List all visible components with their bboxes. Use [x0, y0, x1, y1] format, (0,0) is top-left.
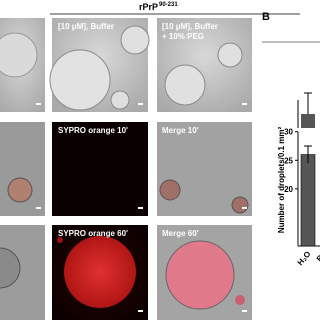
y-tick-label: 30	[284, 128, 293, 137]
y-axis-label: Number of droplets/0.1 mm²	[277, 127, 286, 234]
panel-caption: [10 μM], Buffer	[58, 22, 114, 31]
x-tick-label: H₂O	[296, 250, 313, 268]
panel-caption: SYPRO orange 60'	[58, 229, 128, 238]
panel-caption: + 10% PEG	[162, 32, 204, 41]
header-superscript: 90-231	[159, 2, 178, 8]
y-tick-label: 25	[284, 156, 293, 165]
panel-label: B	[262, 11, 270, 23]
broken-segment	[301, 114, 315, 128]
panel-caption: Merge 10'	[162, 126, 199, 135]
x-tick-label: Bu	[315, 249, 320, 263]
y-tick-label: 20	[284, 185, 293, 194]
micrographs	[0, 18, 252, 320]
header-title: rPrP	[139, 2, 158, 12]
panel-caption: [10 μM], Buffer	[162, 22, 218, 31]
panel-caption: Merge 60'	[162, 229, 199, 238]
bar	[300, 154, 316, 247]
panel-caption: SYPRO orange 10'	[58, 126, 128, 135]
